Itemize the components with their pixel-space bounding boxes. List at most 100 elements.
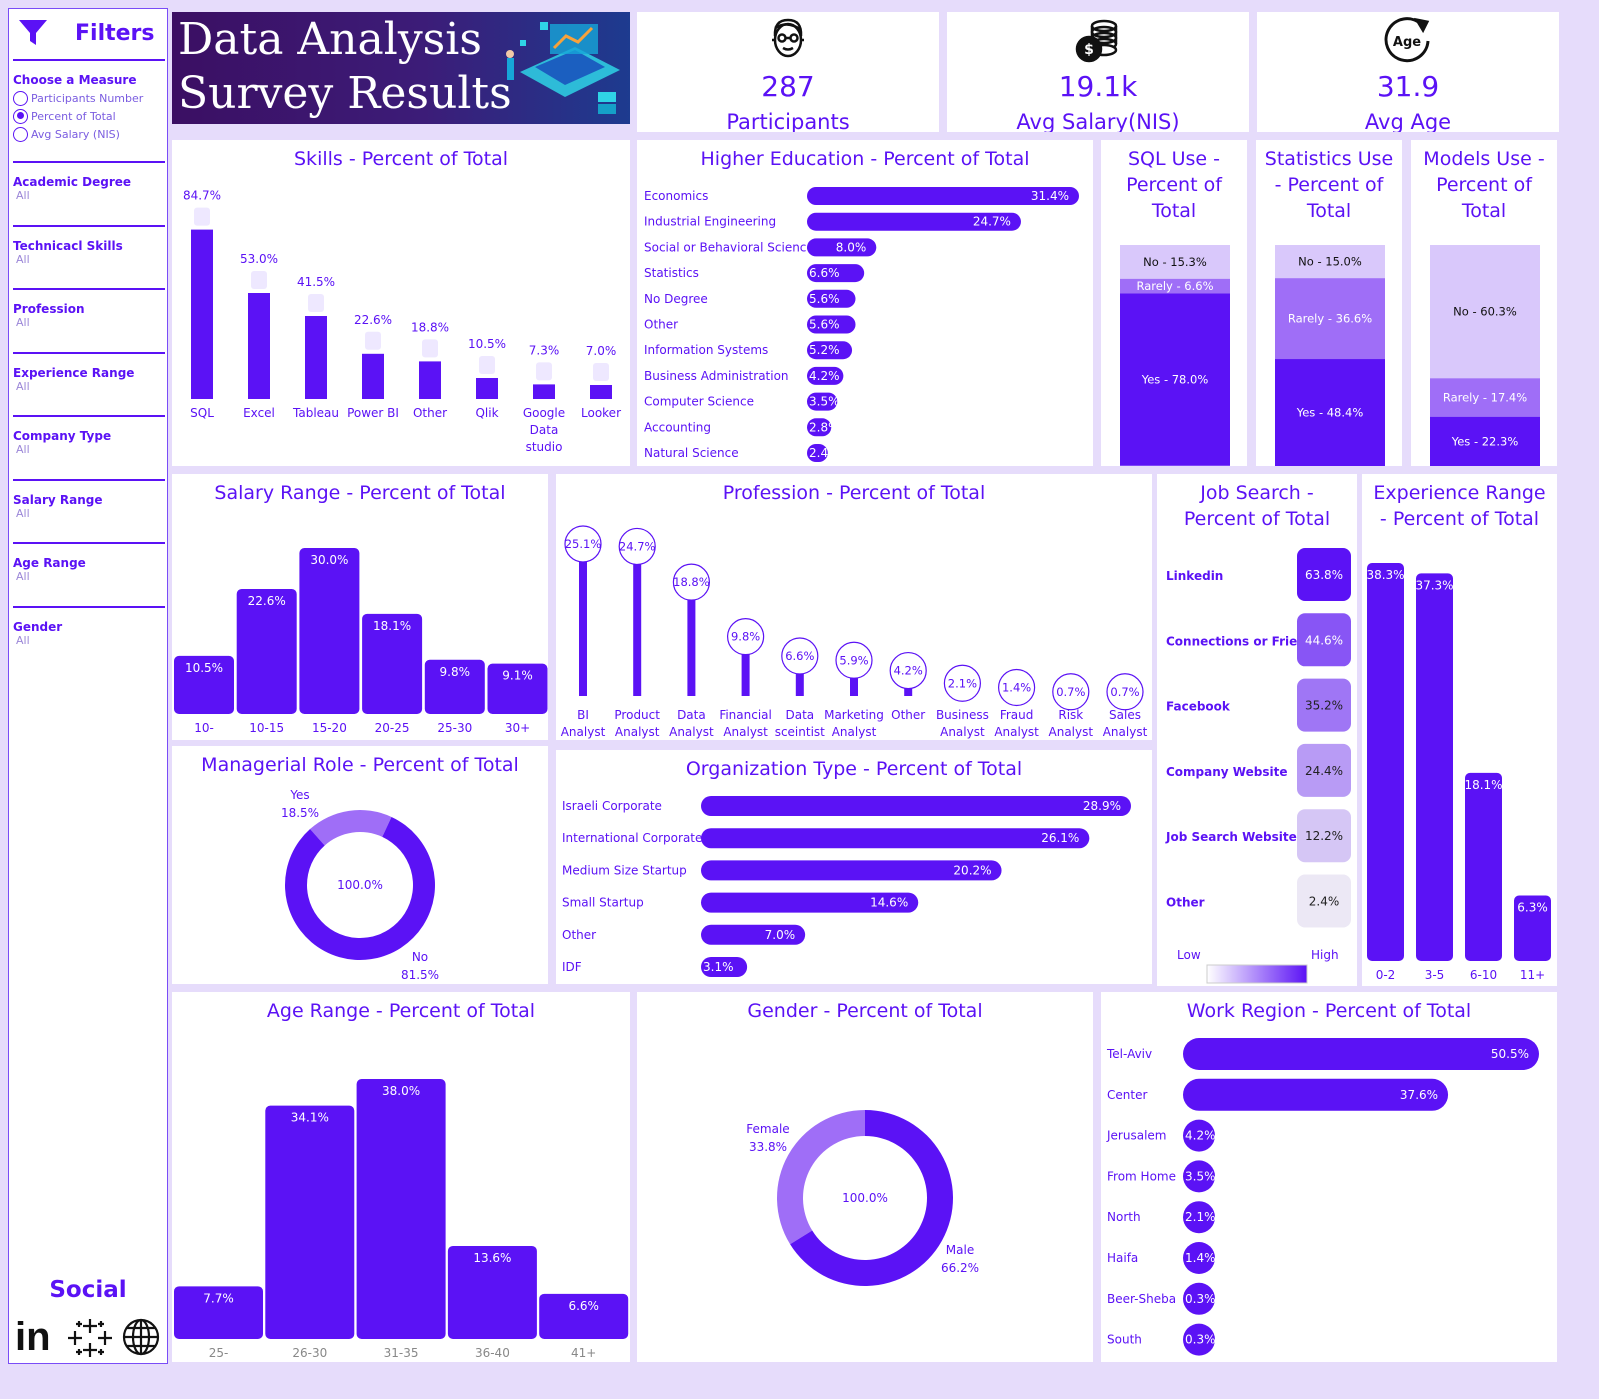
filter-company-type[interactable]: Company Type All <box>13 429 163 456</box>
profession-value-label: 4.2% <box>894 664 923 678</box>
region-bar-jerusalem <box>1183 1119 1215 1152</box>
stacked-segment-yes-48-4 <box>1275 359 1385 466</box>
radio-button[interactable] <box>13 126 28 142</box>
gender-slice-name: Male <box>946 1243 974 1257</box>
salary-value-label: 18.1% <box>373 619 411 633</box>
gender-slice-male <box>790 1110 953 1286</box>
education-value-label: 24.7% <box>973 215 1011 229</box>
filter-label: Profession <box>13 302 85 316</box>
education-value-label: 5.2% <box>809 343 840 357</box>
svg-text:Age: Age <box>1393 35 1421 50</box>
region-category-label: South <box>1107 1333 1142 1347</box>
tableau-icon[interactable] <box>67 1315 113 1363</box>
filter-value[interactable]: All <box>16 570 30 583</box>
skills-bar-sql <box>191 229 213 399</box>
experience-value-label: 37.3% <box>1415 578 1453 592</box>
education-value-label: 2.8% <box>809 420 840 434</box>
measure-label: Choose a Measure <box>13 73 137 87</box>
job-search-category-label: Linkedin <box>1166 569 1223 583</box>
profession-value-label: 24.7% <box>619 539 656 553</box>
job-search-tile-company-website <box>1297 743 1351 797</box>
sql-use-panel: SQL Use - Percent of Total No - 15.3% Rar… <box>1101 140 1247 466</box>
experience-bar-11 <box>1514 895 1551 961</box>
age-category-label: 25- <box>209 1346 229 1360</box>
filter-experience-range[interactable]: Experience Range All <box>13 366 163 393</box>
age-category-label: 41+ <box>571 1346 596 1360</box>
filter-value[interactable]: All <box>16 379 30 393</box>
kpi-avg-salary-value: 19.1k <box>1058 70 1138 103</box>
radio-button[interactable] <box>13 90 28 106</box>
job-search-category-label: Facebook <box>1166 700 1231 714</box>
region-value-label: 0.3% <box>1185 1292 1216 1306</box>
filter-label: Gender <box>13 619 63 634</box>
profession-category-label: Analyst <box>561 725 606 739</box>
filter-technicacl-skills[interactable]: Technicacl Skills All <box>13 239 163 266</box>
organization-category-label: Medium Size Startup <box>562 863 687 877</box>
education-bar-business-administration <box>807 366 844 385</box>
region-title: Work Region - Percent of Total <box>1186 1000 1472 1022</box>
job-search-tile-other <box>1297 874 1351 928</box>
filter-profession[interactable]: Profession All <box>13 302 163 329</box>
profession-category-label: Analyst <box>832 725 877 739</box>
radio-button[interactable] <box>13 108 28 124</box>
filter-value[interactable]: All <box>16 252 30 266</box>
filter-label: Company Type <box>13 429 112 443</box>
organization-value-label: 26.1% <box>1041 831 1079 845</box>
filter-value[interactable]: All <box>16 316 30 329</box>
measure-option-avg-salary-nis[interactable]: Avg Salary (NIS) <box>13 125 143 143</box>
education-category-label: Other <box>644 318 678 332</box>
filter-divider <box>13 351 165 354</box>
education-category-label: Social or Behavioral Science <box>644 240 814 254</box>
skills-category-label: Excel <box>243 406 275 420</box>
profession-value-label: 9.8% <box>731 630 760 644</box>
filter-salary-range[interactable]: Salary Range All <box>13 493 163 520</box>
filter-value[interactable]: All <box>16 633 30 647</box>
region-value-label: 4.2% <box>1185 1129 1216 1143</box>
age-bar-25 <box>174 1286 263 1339</box>
measure-option-participants-number[interactable]: Participants Number <box>13 89 143 107</box>
filter-value[interactable]: All <box>16 189 30 202</box>
salary-bar-10-15 <box>236 588 297 714</box>
job-search-tile-connections-or-friends <box>1297 613 1351 667</box>
region-bar-north <box>1183 1201 1215 1234</box>
organization-bar-idf <box>701 957 748 977</box>
job-search-value-label: 44.6% <box>1305 633 1343 647</box>
experience-bar-3-5 <box>1416 573 1453 961</box>
education-value-label: 2.4% <box>809 446 840 460</box>
job-search-panel: Job Search - Percent of Total Linkedin 63… <box>1157 474 1357 986</box>
age-value-label: 7.7% <box>203 1291 234 1305</box>
filter-value[interactable]: All <box>16 443 30 456</box>
skills-category-label: Power BI <box>347 406 399 420</box>
skills-bar-excel <box>248 293 270 399</box>
filter-value[interactable]: All <box>16 506 30 520</box>
measure-option-percent-of-total[interactable]: Percent of Total <box>13 107 143 125</box>
experience-category-label: 6-10 <box>1470 968 1497 982</box>
filter-age-range[interactable]: Age Range All <box>13 556 163 583</box>
skills-value-label: 53.0% <box>240 252 278 266</box>
filter-gender[interactable]: Gender All <box>13 620 163 647</box>
globe-icon[interactable] <box>121 1317 161 1361</box>
experience-value-label: 18.1% <box>1464 778 1502 792</box>
region-panel: Work Region - Percent of Total Tel-Aviv 5… <box>1101 992 1557 1362</box>
education-bar-other <box>807 315 856 334</box>
profession-category-label: Analyst <box>1103 725 1148 739</box>
gender-slice-name: Female <box>746 1122 789 1136</box>
skills-category-label: Looker <box>581 406 621 420</box>
gender-chart: 100.0% Female 33.8% Male 66.2% <box>746 1110 979 1286</box>
salary-category-label: 20-25 <box>375 721 410 735</box>
region-category-label: Jerusalem <box>1106 1129 1166 1143</box>
linkedin-icon[interactable]: in <box>15 1315 51 1359</box>
profession-category-label: Fraud <box>1000 708 1034 722</box>
stacked-segment-no-15-0 <box>1275 245 1385 279</box>
salary-bar-25-30 <box>424 659 485 714</box>
job-search-value-label: 35.2% <box>1305 699 1343 713</box>
profession-dot-product-analyst <box>618 527 656 566</box>
banner-line2: Survey Results <box>178 68 512 119</box>
skills-value-label: 18.8% <box>411 320 449 334</box>
skills-value-label: 84.7% <box>183 189 221 203</box>
experience-category-label: 11+ <box>1520 968 1545 982</box>
managerial-slice-name: Yes <box>289 788 309 802</box>
managerial-slice-value: 81.5% <box>401 968 439 982</box>
experience-chart: 38.3% 0-2 37.3% 3-5 18.1% 6-10 6.3% 11+ <box>1366 563 1551 982</box>
filter-academic-degree[interactable]: Academic Degree All <box>13 175 163 202</box>
